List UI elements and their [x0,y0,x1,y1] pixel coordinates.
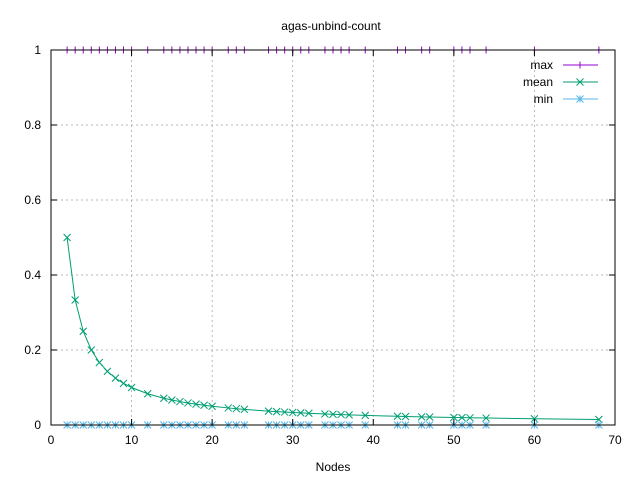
data-point-mean [232,404,241,413]
y-tick-label: 0.4 [24,268,41,282]
data-point-mean [79,327,88,336]
data-point-mean [466,413,474,422]
axis-ticks: 0 10 20 30 40 50 60 70 0 0.2 0.4 0.6 0.8 1 [24,43,622,447]
data-point-mean [143,389,152,398]
y-tick-label: 0.2 [24,343,41,357]
legend-marker-mean [576,78,584,86]
x-tick-label: 60 [528,433,542,447]
x-tick-label: 10 [125,433,139,447]
x-axis-label: Nodes [316,460,351,474]
y-tick-label: 1 [34,43,41,57]
data-point-mean [329,410,337,419]
data-point-mean [425,413,434,421]
x-tick-label: 50 [447,433,461,447]
y-tick-label: 0.8 [24,118,41,132]
data-point-mean [264,407,273,415]
x-tick-label: 70 [608,433,622,447]
data-point-mean [208,402,216,411]
data-point-mean [450,413,458,422]
data-point-mean [176,397,184,406]
data-point-mean [401,412,410,421]
data-point-mean [280,408,289,416]
data-point-mean [224,404,233,412]
data-point-mean [361,411,370,420]
data-point-mean [393,412,402,421]
data-point-mean [159,394,168,403]
data-point-mean [111,374,120,382]
data-point-mean [184,399,192,407]
data-point-mean [240,405,249,414]
data-point-mean [103,367,112,376]
data-point-mean [95,358,104,367]
legend: max mean min [523,58,598,106]
data-point-mean [345,411,353,419]
legend-label-max: max [530,58,553,72]
data-point-mean [417,413,426,421]
data-point-mean [458,413,466,422]
plot-border [50,49,616,426]
x-tick-label: 40 [367,433,381,447]
data-point-mean [71,296,80,304]
gridlines [51,50,615,425]
x-tick-label: 0 [48,433,55,447]
data-point-mean [272,407,281,416]
legend-label-min: min [534,92,553,106]
data-point-mean [192,400,200,409]
chart-title: agas-unbind-count [281,19,381,33]
data-point-mean [337,410,345,419]
data-point-mean [530,414,539,423]
legend-marker-max [576,61,584,69]
x-tick-label: 30 [286,433,300,447]
data-point-mean [63,233,71,242]
legend-marker-min [576,95,584,103]
data-point-mean [321,410,329,418]
data-point-mean [482,414,490,422]
data-point-mean [119,379,128,388]
data-point-mean [304,409,313,418]
series-layer [63,46,603,429]
y-tick-label: 0 [34,418,41,432]
y-tick-label: 0.6 [24,193,41,207]
data-point-mean [168,396,176,404]
data-point-mean [288,408,297,417]
data-point-mean [200,401,208,410]
data-point-mean [595,415,603,424]
series-line-mean [66,237,599,420]
data-point-mean [296,409,305,417]
data-point-mean [87,346,96,354]
x-tick-label: 20 [205,433,219,447]
legend-label-mean: mean [523,75,553,89]
data-point-mean [127,383,136,392]
